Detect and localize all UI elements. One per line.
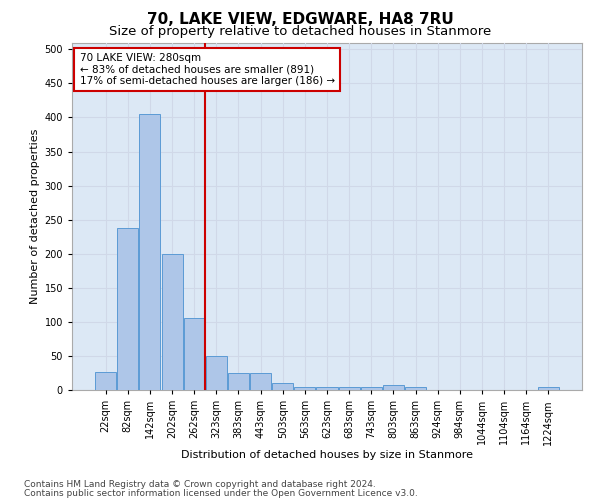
Bar	[184, 318, 205, 390]
Bar	[316, 386, 338, 390]
Bar	[206, 356, 227, 390]
Bar	[295, 386, 316, 390]
Text: Contains public sector information licensed under the Open Government Licence v3: Contains public sector information licen…	[24, 489, 418, 498]
Text: Size of property relative to detached houses in Stanmore: Size of property relative to detached ho…	[109, 25, 491, 38]
X-axis label: Distribution of detached houses by size in Stanmore: Distribution of detached houses by size …	[181, 450, 473, 460]
Bar	[95, 372, 116, 390]
Bar	[228, 373, 249, 390]
Bar	[338, 386, 359, 390]
Bar	[383, 384, 404, 390]
Bar	[250, 373, 271, 390]
Bar	[538, 386, 559, 390]
Bar	[361, 386, 382, 390]
Text: Contains HM Land Registry data © Crown copyright and database right 2024.: Contains HM Land Registry data © Crown c…	[24, 480, 376, 489]
Bar	[405, 386, 426, 390]
Bar	[139, 114, 160, 390]
Text: 70, LAKE VIEW, EDGWARE, HA8 7RU: 70, LAKE VIEW, EDGWARE, HA8 7RU	[146, 12, 454, 28]
Bar	[161, 254, 182, 390]
Bar	[272, 383, 293, 390]
Bar	[118, 228, 139, 390]
Text: 70 LAKE VIEW: 280sqm
← 83% of detached houses are smaller (891)
17% of semi-deta: 70 LAKE VIEW: 280sqm ← 83% of detached h…	[80, 53, 335, 86]
Y-axis label: Number of detached properties: Number of detached properties	[30, 128, 40, 304]
